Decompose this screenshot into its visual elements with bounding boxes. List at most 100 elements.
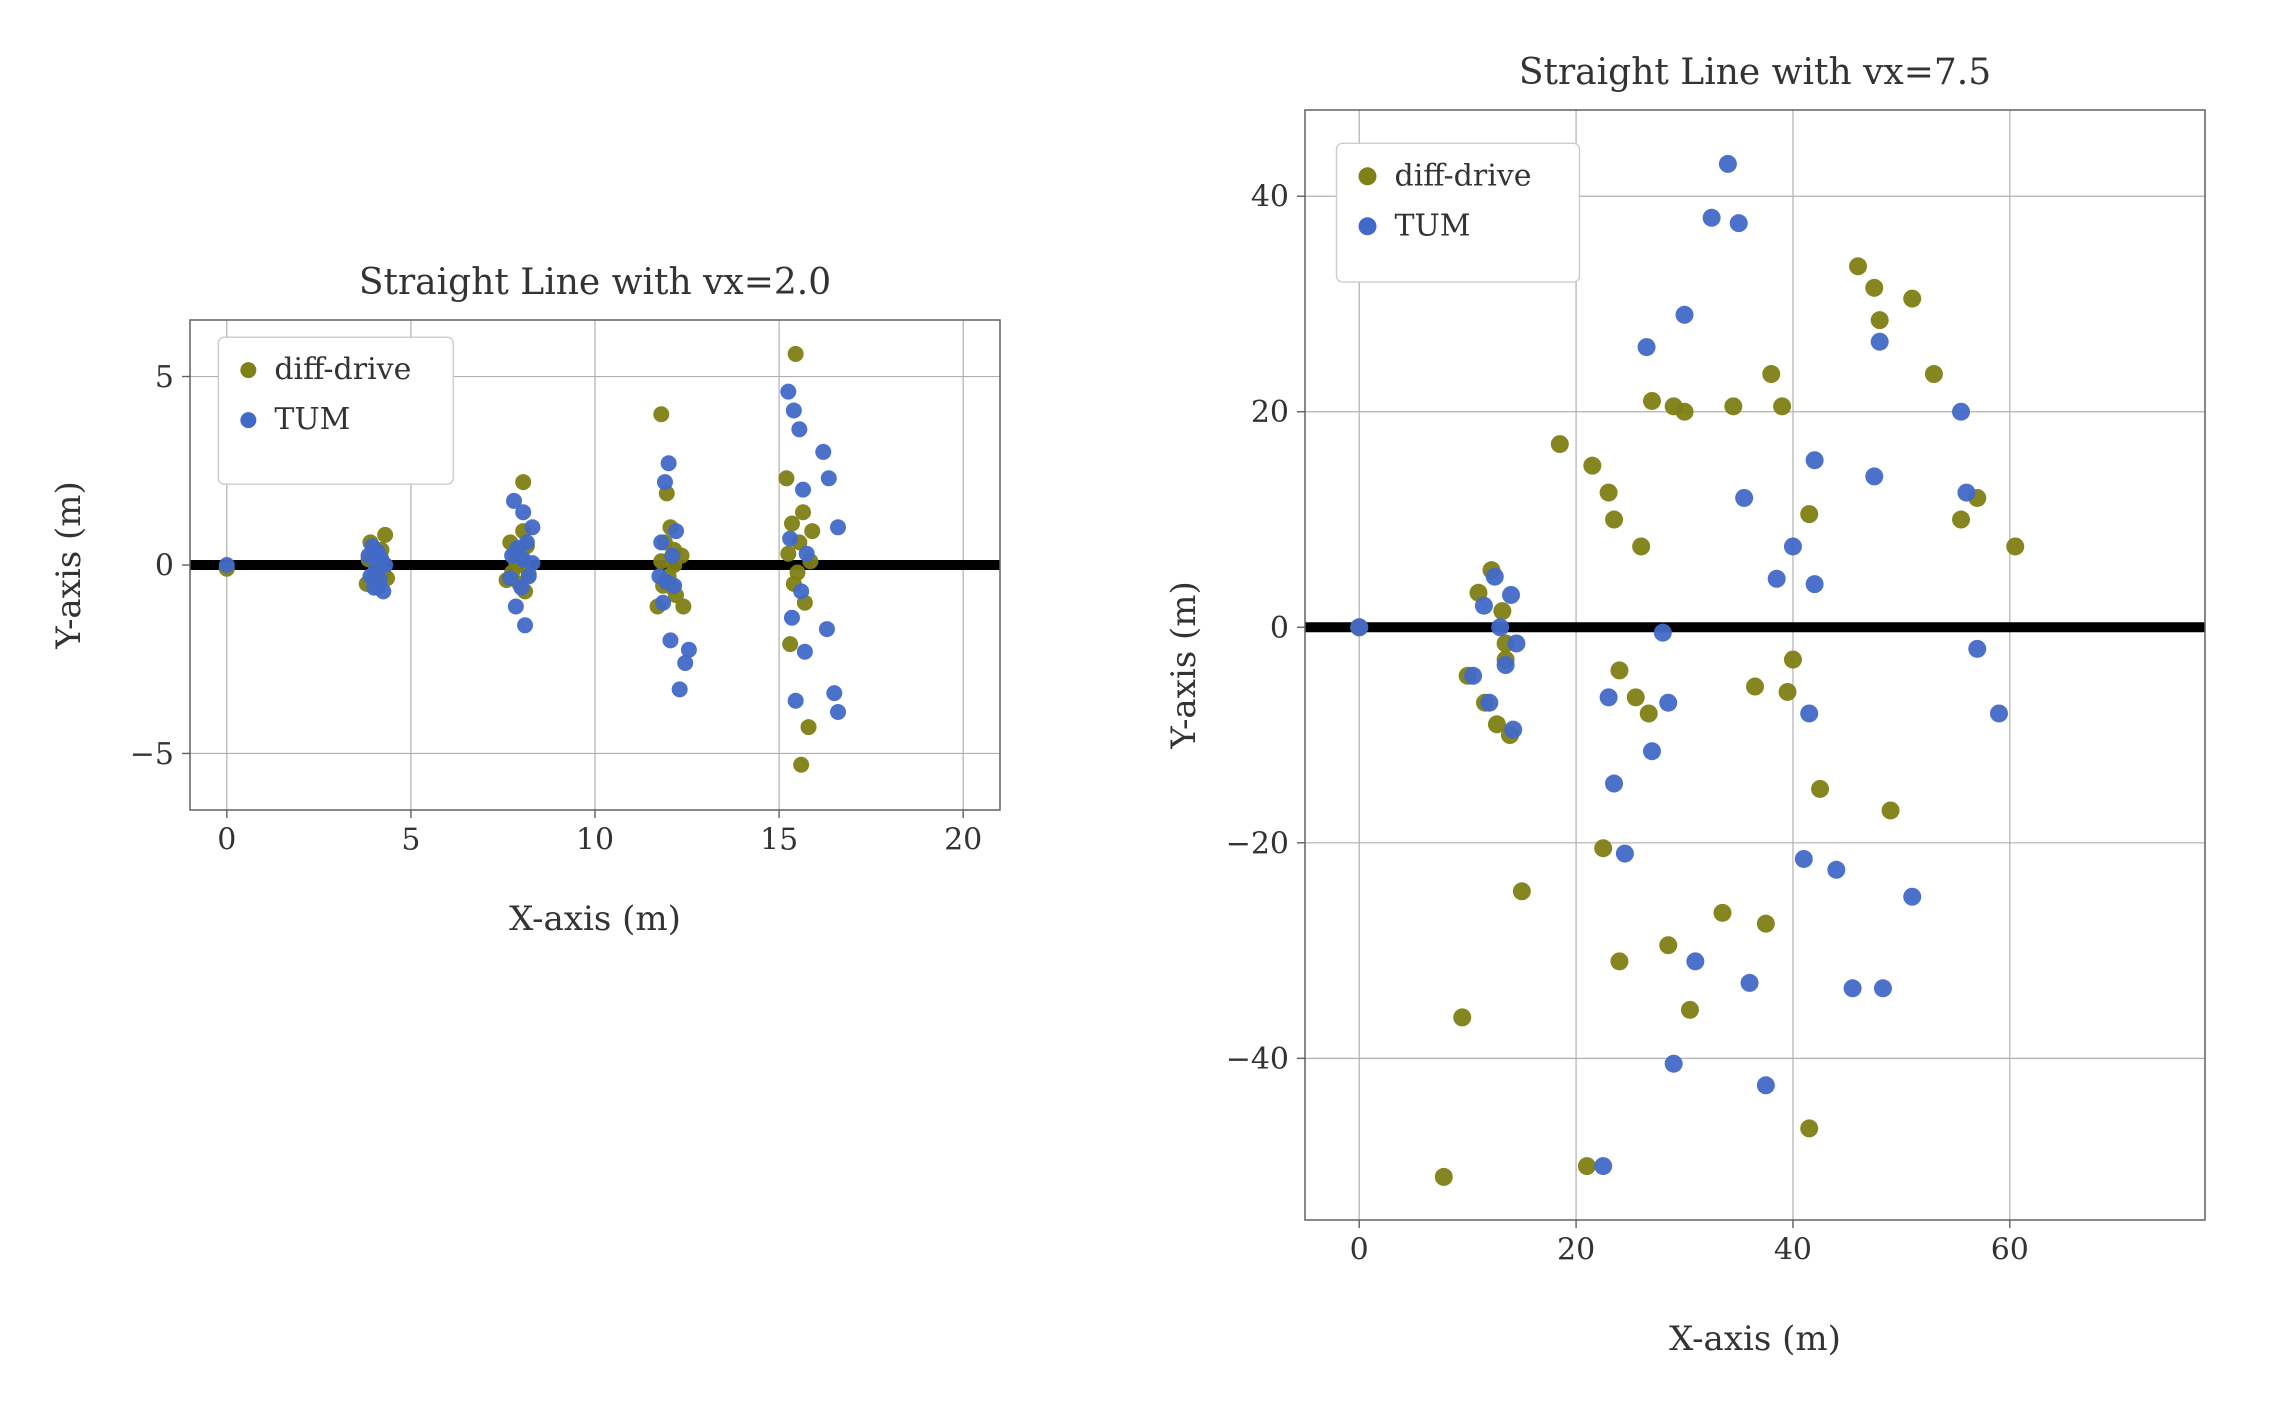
- point: [1844, 979, 1862, 997]
- xtick-label: 10: [576, 823, 614, 858]
- point: [1504, 721, 1522, 739]
- point: [1502, 586, 1520, 604]
- point: [782, 531, 798, 547]
- point: [1676, 403, 1694, 421]
- point: [1665, 1055, 1683, 1073]
- ylabel: Y-axis (m): [1164, 581, 1204, 750]
- point: [1871, 311, 1889, 329]
- point: [791, 421, 807, 437]
- point: [1746, 678, 1764, 696]
- point: [653, 534, 669, 550]
- point: [1735, 489, 1753, 507]
- point: [655, 595, 671, 611]
- point: [1594, 1157, 1612, 1175]
- point: [515, 474, 531, 490]
- chart-title: Straight Line with vx=2.0: [359, 262, 831, 303]
- point: [1659, 694, 1677, 712]
- ytick-label: 20: [1251, 395, 1289, 430]
- point: [1795, 850, 1813, 868]
- point: [1640, 704, 1658, 722]
- xtick-label: 40: [1774, 1233, 1812, 1268]
- point: [780, 384, 796, 400]
- xlabel: X-axis (m): [509, 899, 681, 939]
- point: [1638, 338, 1656, 356]
- point: [784, 610, 800, 626]
- point: [830, 519, 846, 535]
- point: [519, 534, 535, 550]
- legend-label: TUM: [274, 402, 350, 437]
- ylabel: Y-axis (m): [49, 481, 89, 650]
- point: [1507, 634, 1525, 652]
- point: [664, 548, 680, 564]
- point: [1600, 688, 1618, 706]
- point: [1719, 155, 1737, 173]
- ytick-label: −40: [1226, 1042, 1289, 1077]
- point: [778, 470, 794, 486]
- point: [1800, 1119, 1818, 1137]
- point: [1762, 365, 1780, 383]
- point: [524, 519, 540, 535]
- xtick-label: 0: [1350, 1233, 1369, 1268]
- legend-label: diff-drive: [274, 352, 411, 387]
- point: [1632, 537, 1650, 555]
- point: [1600, 484, 1618, 502]
- xtick-label: 60: [1991, 1233, 2029, 1268]
- point: [1903, 290, 1921, 308]
- point: [1773, 397, 1791, 415]
- xtick-label: 20: [944, 823, 982, 858]
- point: [1513, 882, 1531, 900]
- point: [1811, 780, 1829, 798]
- ytick-label: 0: [155, 549, 174, 584]
- point: [1800, 704, 1818, 722]
- point: [1453, 1008, 1471, 1026]
- point: [1610, 952, 1628, 970]
- point: [1659, 936, 1677, 954]
- ytick-label: 40: [1251, 180, 1289, 215]
- point: [1871, 333, 1889, 351]
- point: [2006, 537, 2024, 555]
- xtick-label: 0: [217, 823, 236, 858]
- point: [1713, 904, 1731, 922]
- point: [1497, 656, 1515, 674]
- panel-vx-7-5: 0204060−40−2002040X-axis (m)Y-axis (m)St…: [1130, 20, 2230, 1380]
- ytick-label: −20: [1226, 826, 1289, 861]
- point: [1724, 397, 1742, 415]
- xlabel: X-axis (m): [1669, 1319, 1841, 1359]
- point: [801, 719, 817, 735]
- point: [672, 681, 688, 697]
- ytick-label: −5: [130, 737, 174, 772]
- point: [1784, 651, 1802, 669]
- point: [1491, 618, 1509, 636]
- point: [508, 598, 524, 614]
- figure: 05101520−505X-axis (m)Y-axis (m)Straight…: [0, 0, 2287, 1407]
- point: [1865, 467, 1883, 485]
- ytick-label: 5: [155, 360, 174, 395]
- point: [1681, 1001, 1699, 1019]
- chart-svg: 05101520−505X-axis (m)Y-axis (m)Straight…: [20, 240, 1020, 960]
- point: [1480, 694, 1498, 712]
- point: [1779, 683, 1797, 701]
- point: [782, 636, 798, 652]
- point: [1849, 257, 1867, 275]
- point: [819, 621, 835, 637]
- point: [675, 598, 691, 614]
- point: [1605, 775, 1623, 793]
- point: [1475, 597, 1493, 615]
- point: [1583, 457, 1601, 475]
- point: [830, 704, 846, 720]
- point: [219, 557, 235, 573]
- point: [1610, 661, 1628, 679]
- point: [1643, 742, 1661, 760]
- point: [804, 523, 820, 539]
- point: [524, 555, 540, 571]
- point: [1730, 214, 1748, 232]
- point: [793, 583, 809, 599]
- point: [1903, 888, 1921, 906]
- point: [1578, 1157, 1596, 1175]
- legend-marker: [1359, 217, 1377, 235]
- point: [1594, 839, 1612, 857]
- point: [666, 578, 682, 594]
- point: [1957, 484, 1975, 502]
- point: [517, 617, 533, 633]
- point: [1627, 688, 1645, 706]
